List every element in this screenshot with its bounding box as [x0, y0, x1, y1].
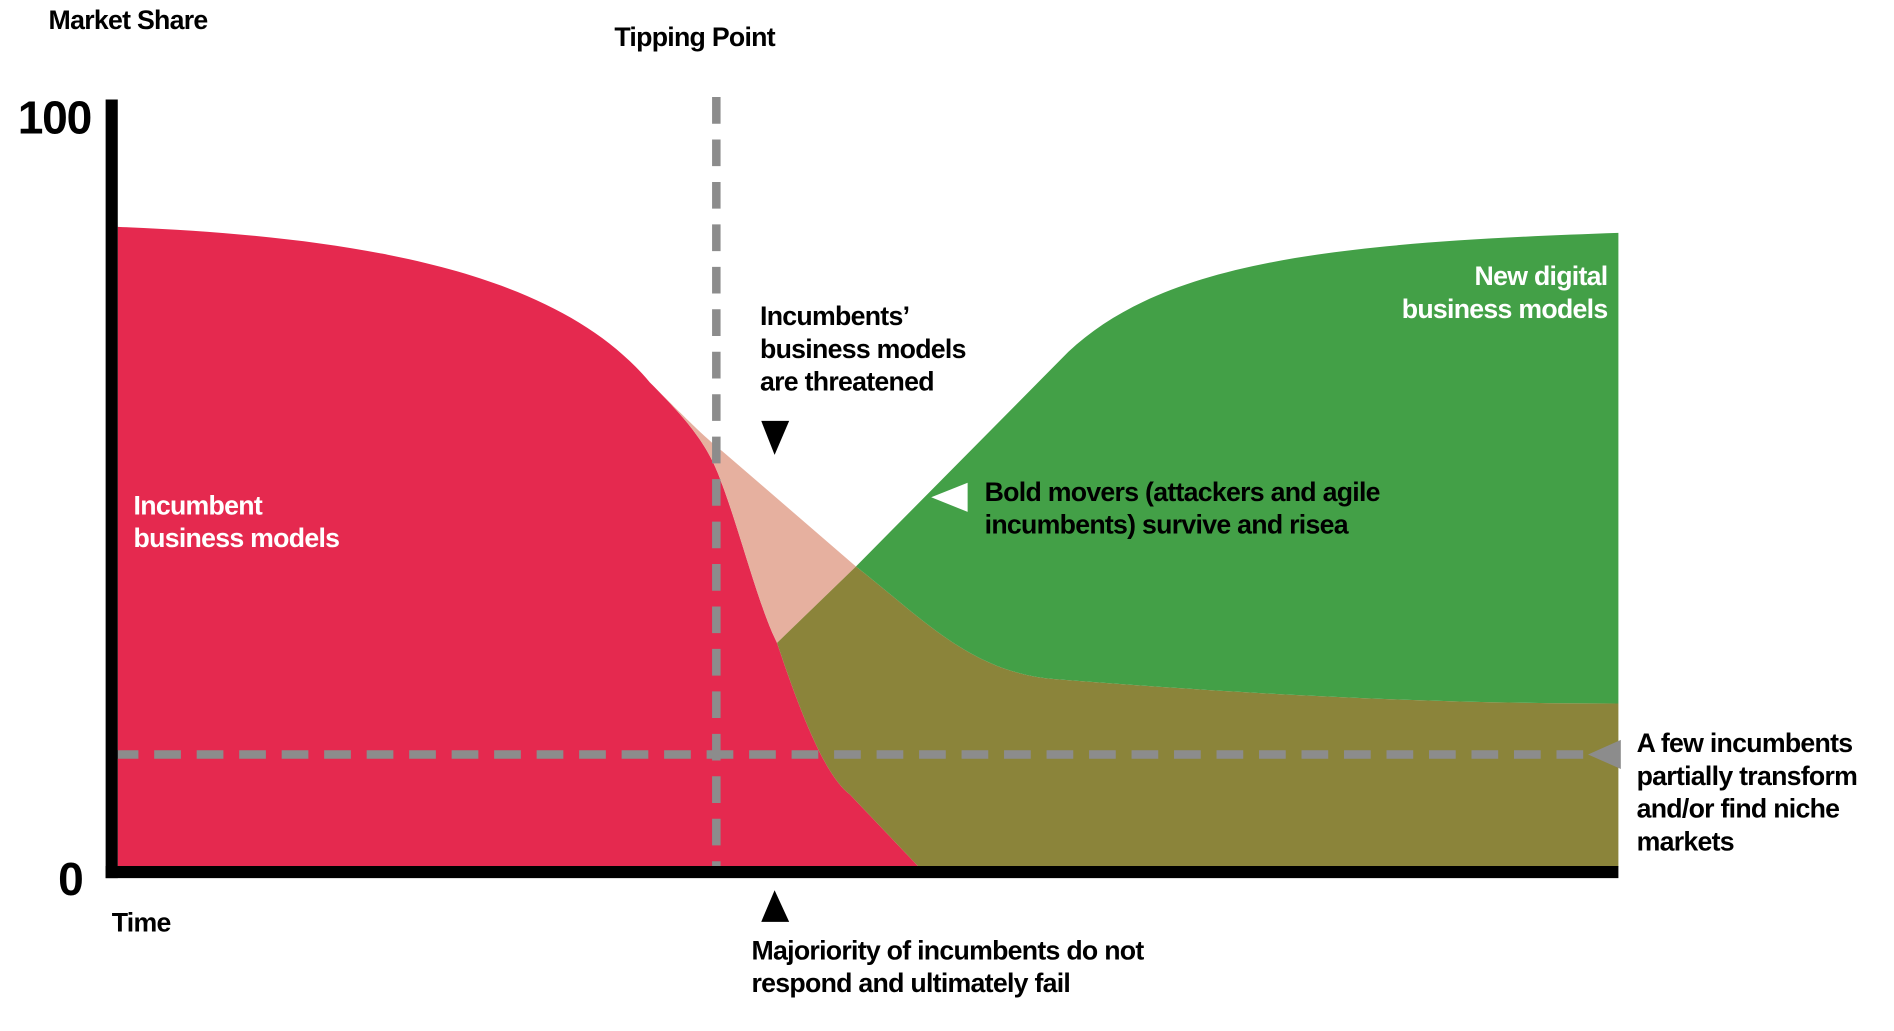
- annotation: and/or find niche: [1637, 794, 1840, 824]
- tipping-point-label: Tipping Point: [614, 22, 775, 52]
- annotation: markets: [1637, 826, 1734, 856]
- annotation: business models: [760, 334, 966, 364]
- annotation: Incumbents’: [760, 301, 909, 331]
- region-label: business models: [1402, 294, 1608, 324]
- region-label: business models: [134, 523, 340, 553]
- pointer-up: [761, 890, 790, 922]
- pointer-left-white: [931, 482, 968, 512]
- annotation: partially transform: [1637, 761, 1858, 791]
- transform-area: [777, 566, 1619, 868]
- annotation: respond and ultimately fail: [752, 968, 1071, 998]
- annotation: are threatened: [760, 367, 934, 397]
- x-axis-title: Time: [112, 908, 171, 938]
- pointer-down: [761, 420, 790, 455]
- threatened-area: [649, 382, 856, 643]
- region-label: New digital: [1475, 261, 1608, 291]
- y-max-label: 100: [18, 91, 91, 143]
- annotation: incumbents) survive and risea: [985, 510, 1350, 540]
- annotation: A few incumbents: [1637, 728, 1853, 758]
- pointer-left-grey: [1588, 739, 1621, 770]
- y-min-label: 0: [58, 853, 82, 905]
- digital-area: [855, 232, 1619, 704]
- annotation: Bold movers (attackers and agile: [985, 477, 1380, 507]
- annotation: Majoriority of incumbents do not: [752, 935, 1145, 965]
- region-label: Incumbent: [134, 490, 263, 520]
- y-axis-title: Market Share: [49, 5, 208, 35]
